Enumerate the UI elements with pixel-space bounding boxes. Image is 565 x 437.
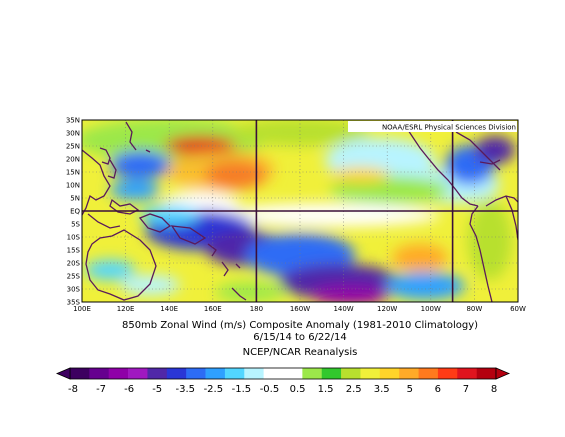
lon-tick-label: 80W bbox=[466, 305, 482, 313]
lat-tick-label: 5N bbox=[70, 195, 80, 203]
lon-tick-label: 140E bbox=[160, 305, 178, 313]
colorbar-swatch bbox=[457, 368, 477, 379]
colorbar-swatch bbox=[70, 368, 90, 379]
lon-tick-label: 180 bbox=[250, 305, 263, 313]
colorbar-swatch bbox=[263, 368, 284, 379]
lon-tick-label: 120W bbox=[377, 305, 397, 313]
map-panel: NOAA/ESRL Physical Sciences Division 35N… bbox=[66, 117, 526, 314]
colorbar-label: 8 bbox=[491, 384, 497, 395]
colorbar-labels: -8 -7 -6 -5 -3.5 -2.5 -1.5 -0.5 0.5 1.5 2.5 3.5 5 6 7 8 bbox=[68, 384, 497, 395]
colorbar-swatch bbox=[321, 368, 342, 379]
reference-lines bbox=[82, 120, 518, 302]
lat-tick-label: 10N bbox=[66, 182, 80, 190]
colorbar-swatch bbox=[283, 368, 303, 379]
lon-tick-label: 160E bbox=[204, 305, 222, 313]
caption-line-1: 850mb Zonal Wind (m/s) Composite Anomaly… bbox=[122, 320, 478, 331]
lat-tick-label: 20N bbox=[66, 156, 80, 164]
map-frame bbox=[81, 119, 519, 303]
lat-tick-label: 35N bbox=[66, 117, 80, 125]
colorbar-swatch bbox=[437, 368, 458, 379]
colorbar-label: -7 bbox=[96, 384, 106, 395]
colorbar-right-arrow bbox=[495, 367, 511, 380]
colorbar-swatches bbox=[69, 367, 497, 380]
colorbar-swatch bbox=[224, 368, 245, 379]
caption-line-2: 6/15/14 to 6/22/14 bbox=[253, 332, 347, 343]
anomaly-blobs bbox=[82, 120, 515, 302]
lon-tick-label: 60W bbox=[510, 305, 526, 313]
colorbar-label: 3.5 bbox=[374, 384, 390, 395]
colorbar-label: 1.5 bbox=[318, 384, 334, 395]
colorbar-label: -0.5 bbox=[260, 384, 280, 395]
colorbar-left-arrow bbox=[55, 367, 71, 380]
credit-box bbox=[348, 121, 517, 132]
lat-tick-label: 30S bbox=[67, 286, 81, 294]
lon-tick-label: 120E bbox=[117, 305, 135, 313]
colorbar-label: -5 bbox=[152, 384, 162, 395]
lat-tick-label: 5S bbox=[71, 221, 80, 229]
lat-tick-label: 35S bbox=[67, 299, 81, 307]
caption: 850mb Zonal Wind (m/s) Composite Anomaly… bbox=[122, 320, 478, 358]
colorbar-swatch bbox=[418, 368, 439, 379]
colorbar-swatch bbox=[244, 368, 264, 379]
colorbar-label: 6 bbox=[435, 384, 441, 395]
anomaly-field bbox=[82, 120, 518, 302]
colorbar-label: 5 bbox=[407, 384, 413, 395]
caption-line-3: NCEP/NCAR Reanalysis bbox=[243, 347, 358, 358]
lat-tick-label: EQ bbox=[70, 208, 80, 216]
colorbar-swatch bbox=[341, 368, 361, 379]
colorbar: -8 -7 -6 -5 -3.5 -2.5 -1.5 -0.5 0.5 1.5 2.5 3.5 5 6 7 8 bbox=[55, 367, 511, 395]
coastlines bbox=[82, 121, 518, 302]
colorbar-swatch bbox=[147, 368, 168, 379]
lon-tick-label: 100W bbox=[421, 305, 441, 313]
colorbar-swatch bbox=[476, 368, 497, 379]
colorbar-swatch bbox=[128, 368, 148, 379]
colorbar-label: -1.5 bbox=[232, 384, 252, 395]
colorbar-label: 7 bbox=[463, 384, 469, 395]
colorbar-swatch bbox=[89, 368, 110, 379]
colorbar-swatch bbox=[360, 368, 381, 379]
colorbar-swatch bbox=[302, 368, 323, 379]
colorbar-label: -2.5 bbox=[204, 384, 224, 395]
colorbar-label: 0.5 bbox=[290, 384, 306, 395]
credit-text: NOAA/ESRL Physical Sciences Division bbox=[382, 124, 516, 132]
colorbar-label: -8 bbox=[68, 384, 78, 395]
lat-tick-label: 25N bbox=[66, 143, 80, 151]
lon-tick-label: 100E bbox=[73, 305, 91, 313]
colorbar-swatch bbox=[399, 368, 419, 379]
lon-tick-label: 140W bbox=[333, 305, 353, 313]
lat-tick-label: 10S bbox=[67, 234, 81, 242]
colorbar-label: 2.5 bbox=[346, 384, 362, 395]
lon-tick-label: 160W bbox=[290, 305, 310, 313]
lon-tick-labels: 100E 120E 140E 160E 180 160W 140W 120W 100W 80W 60… bbox=[73, 305, 526, 313]
colorbar-swatch bbox=[379, 368, 400, 379]
lat-tick-label: 30N bbox=[66, 130, 80, 138]
colorbar-swatch bbox=[186, 368, 206, 379]
colorbar-swatch bbox=[205, 368, 226, 379]
colorbar-swatch bbox=[166, 368, 187, 379]
lat-tick-labels: 35N 30N 25N 20N 15N 10N 5N EQ 5S 10S 15S 20S 25S 30S 3… bbox=[66, 117, 81, 307]
lat-tick-label: 15S bbox=[67, 247, 81, 255]
colorbar-swatch bbox=[108, 368, 129, 379]
lat-tick-label: 20S bbox=[67, 260, 81, 268]
lat-tick-label: 15N bbox=[66, 169, 80, 177]
colorbar-label: -6 bbox=[124, 384, 134, 395]
colorbar-label: -3.5 bbox=[176, 384, 196, 395]
lat-tick-label: 25S bbox=[67, 273, 81, 281]
